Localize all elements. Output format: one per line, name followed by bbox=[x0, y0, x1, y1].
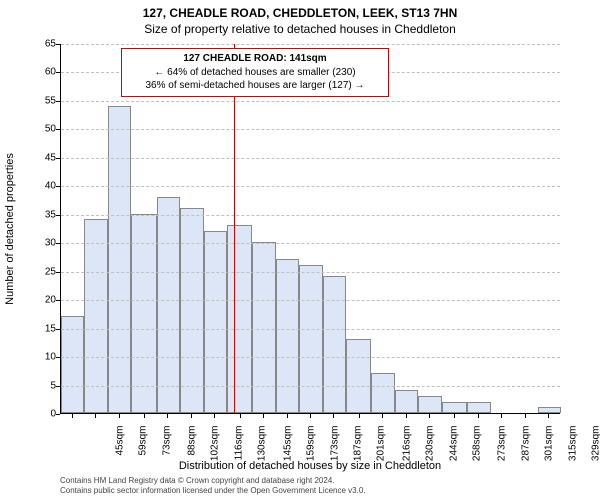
histogram-bar bbox=[346, 339, 371, 413]
x-tick-mark bbox=[359, 414, 360, 418]
y-tick-mark bbox=[56, 101, 60, 102]
gridline bbox=[61, 101, 560, 102]
x-tick-label: 329sqm bbox=[591, 426, 600, 470]
x-axis-title: Distribution of detached houses by size … bbox=[60, 460, 560, 472]
x-tick-mark bbox=[501, 414, 502, 418]
gridline bbox=[61, 357, 560, 358]
y-tick-mark bbox=[56, 186, 60, 187]
y-tick-label: 15 bbox=[16, 323, 56, 334]
x-tick-mark bbox=[333, 414, 334, 418]
histogram-bar bbox=[371, 373, 394, 413]
y-tick-label: 55 bbox=[16, 95, 56, 106]
y-tick-mark bbox=[56, 215, 60, 216]
gridline bbox=[61, 186, 560, 187]
histogram-bar bbox=[395, 390, 418, 413]
x-tick-mark bbox=[382, 414, 383, 418]
y-tick-label: 40 bbox=[16, 181, 56, 192]
x-tick-label: 315sqm bbox=[567, 426, 578, 470]
x-tick-mark bbox=[95, 414, 96, 418]
y-tick-label: 45 bbox=[16, 152, 56, 163]
y-tick-mark bbox=[56, 44, 60, 45]
y-tick-label: 30 bbox=[16, 238, 56, 249]
y-tick-mark bbox=[56, 129, 60, 130]
gridline bbox=[61, 386, 560, 387]
gridline bbox=[61, 329, 560, 330]
histogram-bar bbox=[108, 106, 131, 413]
x-tick-mark bbox=[310, 414, 311, 418]
y-tick-mark bbox=[56, 72, 60, 73]
histogram-bar bbox=[442, 402, 467, 413]
x-tick-mark bbox=[548, 414, 549, 418]
chart-title-line2: Size of property relative to detached ho… bbox=[0, 22, 600, 36]
y-tick-label: 25 bbox=[16, 266, 56, 277]
x-tick-mark bbox=[525, 414, 526, 418]
histogram-bar bbox=[252, 242, 275, 413]
annotation-line3: 36% of semi-detached houses are larger (… bbox=[128, 79, 382, 93]
x-tick-mark bbox=[240, 414, 241, 418]
y-tick-label: 60 bbox=[16, 67, 56, 78]
histogram-bar bbox=[299, 265, 322, 413]
gridline bbox=[61, 243, 560, 244]
histogram-bar bbox=[418, 396, 441, 413]
gridline bbox=[61, 300, 560, 301]
attribution-text: Contains HM Land Registry data © Crown c… bbox=[60, 476, 560, 496]
gridline bbox=[61, 129, 560, 130]
x-tick-mark bbox=[191, 414, 192, 418]
histogram-bar bbox=[157, 197, 180, 413]
x-tick-mark bbox=[167, 414, 168, 418]
histogram-bar bbox=[84, 219, 107, 413]
y-tick-label: 5 bbox=[16, 380, 56, 391]
y-tick-mark bbox=[56, 329, 60, 330]
x-tick-mark bbox=[287, 414, 288, 418]
chart-title-line1: 127, CHEADLE ROAD, CHEDDLETON, LEEK, ST1… bbox=[0, 6, 600, 20]
y-tick-mark bbox=[56, 357, 60, 358]
x-tick-mark bbox=[406, 414, 407, 418]
gridline bbox=[61, 44, 560, 45]
annotation-box: 127 CHEADLE ROAD: 141sqm ← 64% of detach… bbox=[121, 48, 389, 97]
plot-area: 127 CHEADLE ROAD: 141sqm ← 64% of detach… bbox=[60, 44, 560, 414]
annotation-title: 127 CHEADLE ROAD: 141sqm bbox=[128, 52, 382, 66]
gridline bbox=[61, 272, 560, 273]
x-tick-mark bbox=[478, 414, 479, 418]
y-tick-mark bbox=[56, 272, 60, 273]
y-tick-label: 10 bbox=[16, 352, 56, 363]
histogram-bar bbox=[323, 276, 346, 413]
gridline bbox=[61, 215, 560, 216]
reference-line bbox=[234, 44, 235, 413]
x-tick-mark bbox=[72, 414, 73, 418]
x-tick-mark bbox=[454, 414, 455, 418]
x-tick-mark bbox=[119, 414, 120, 418]
attribution-line2: Contains public sector information licen… bbox=[60, 486, 560, 496]
y-tick-label: 20 bbox=[16, 295, 56, 306]
x-tick-mark bbox=[214, 414, 215, 418]
x-tick-mark bbox=[144, 414, 145, 418]
annotation-line2: ← 64% of detached houses are smaller (23… bbox=[128, 66, 382, 80]
histogram-bar bbox=[61, 316, 84, 413]
chart-container: 127, CHEADLE ROAD, CHEDDLETON, LEEK, ST1… bbox=[0, 0, 600, 500]
y-tick-label: 0 bbox=[16, 409, 56, 420]
y-axis-title: Number of detached properties bbox=[4, 44, 16, 414]
y-tick-mark bbox=[56, 158, 60, 159]
y-tick-label: 50 bbox=[16, 124, 56, 135]
y-tick-mark bbox=[56, 300, 60, 301]
y-tick-label: 65 bbox=[16, 39, 56, 50]
y-tick-mark bbox=[56, 243, 60, 244]
histogram-bar bbox=[538, 407, 561, 413]
histogram-bar bbox=[276, 259, 299, 413]
y-tick-label: 35 bbox=[16, 209, 56, 220]
x-tick-mark bbox=[263, 414, 264, 418]
y-tick-mark bbox=[56, 386, 60, 387]
histogram-bar bbox=[180, 208, 203, 413]
attribution-line1: Contains HM Land Registry data © Crown c… bbox=[60, 476, 560, 486]
histogram-bar bbox=[467, 402, 490, 413]
x-tick-mark bbox=[429, 414, 430, 418]
gridline bbox=[61, 158, 560, 159]
y-tick-mark bbox=[56, 414, 60, 415]
